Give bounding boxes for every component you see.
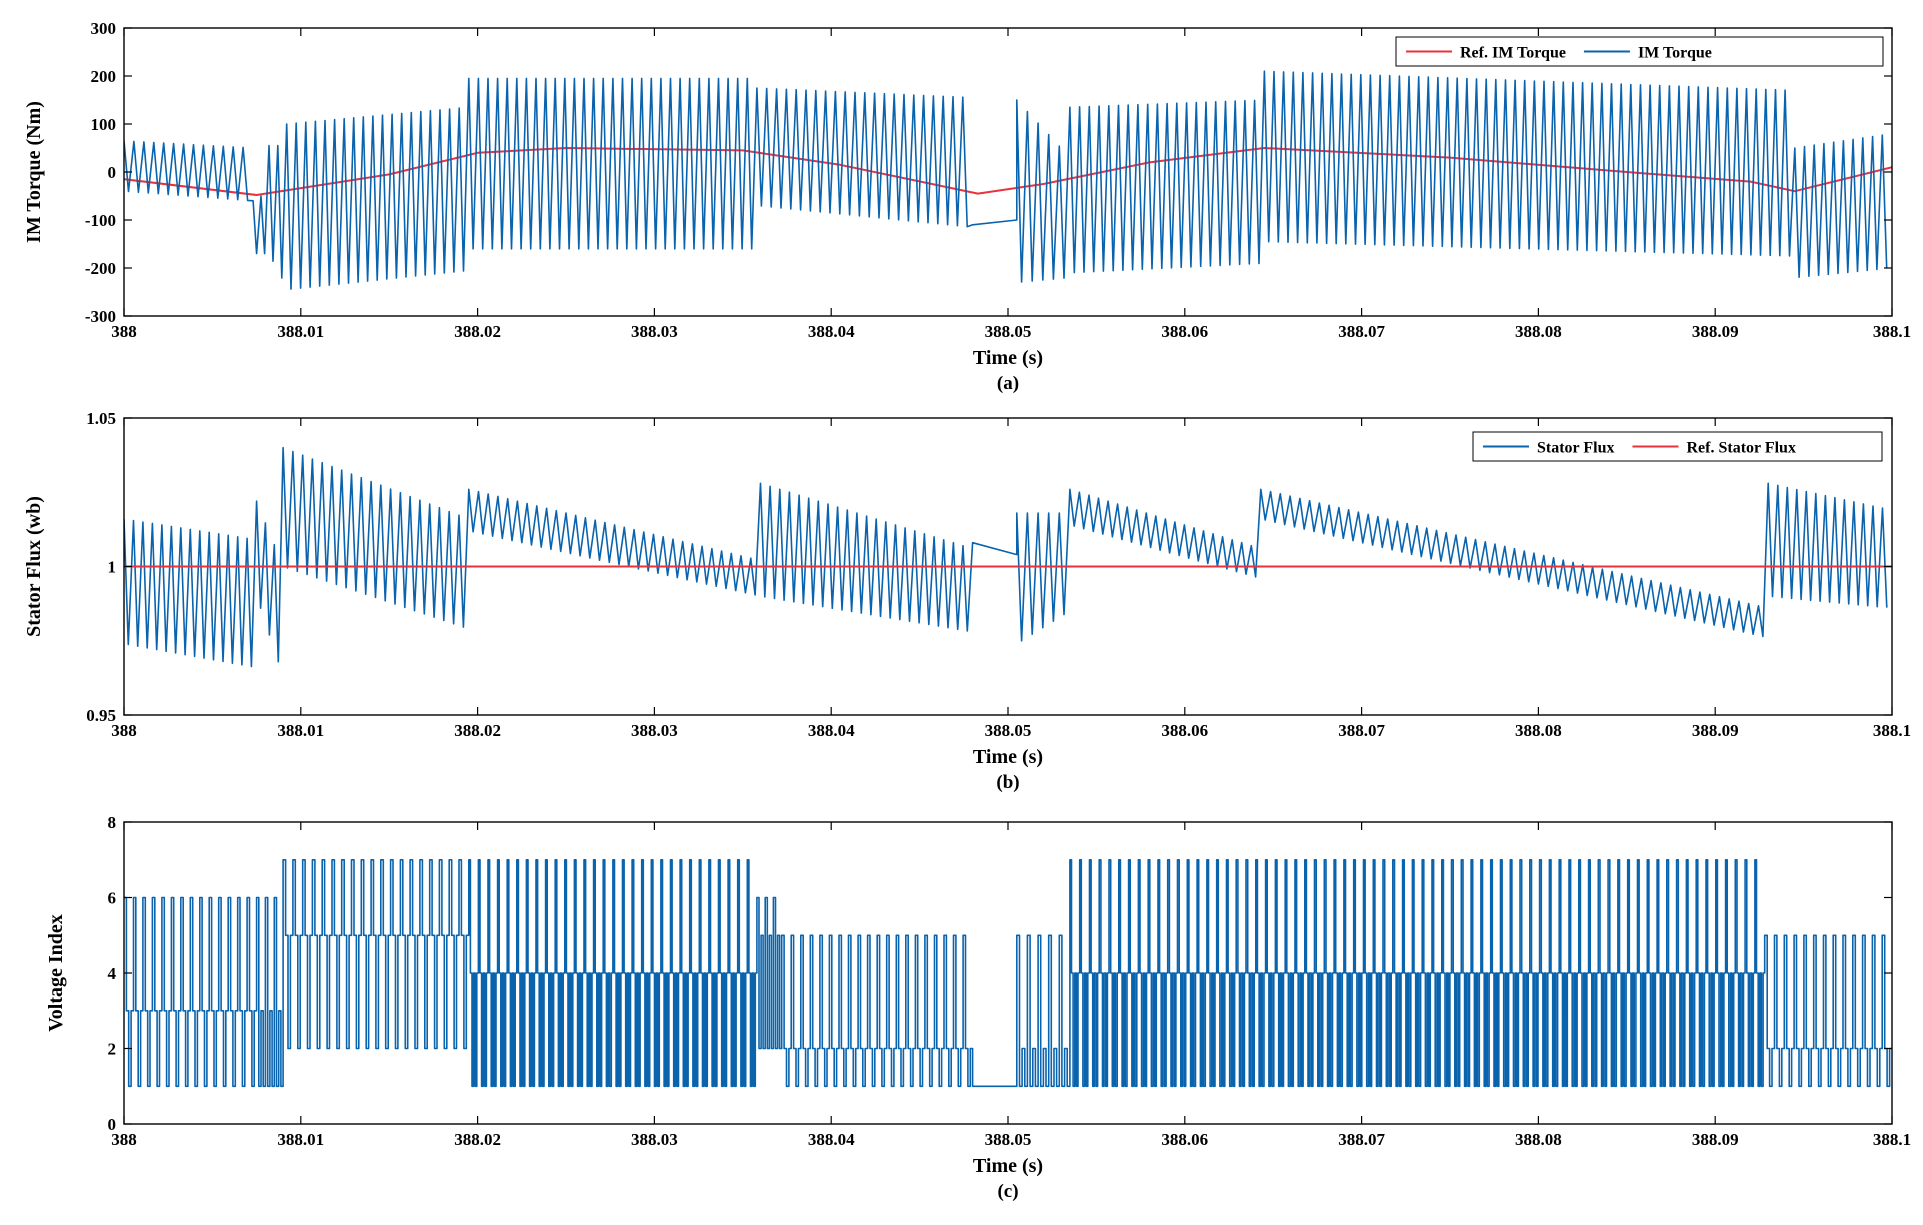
legend-box [1395, 36, 1884, 67]
y-tick-label: 1 [108, 558, 117, 577]
x-axis-label: Time (s) [973, 746, 1043, 768]
x-tick-label: 388.04 [808, 322, 855, 341]
y-axis-label: IM Torque (Nm) [23, 101, 45, 243]
series-a-ref-im-torque [124, 147, 1892, 196]
series-b-stator-flux [124, 446, 1888, 668]
y-tick-label: 1.05 [86, 409, 116, 428]
y-tick-label: -200 [85, 259, 116, 278]
plot-area-b [124, 446, 1892, 668]
y-tick-label: 4 [108, 964, 117, 983]
x-tick-label: 388 [111, 721, 137, 740]
legend-entry: IM Torque [1638, 45, 1712, 62]
x-tick-label: 388.09 [1692, 721, 1739, 740]
y-tick-label: 0 [108, 163, 117, 182]
chart-b: 388 388.01 388.02 388.03 388.04 388.05 388.06 3… [23, 409, 1911, 793]
series-a-im-torque [124, 70, 1888, 290]
y-axis-label: Stator Flux (wb) [23, 496, 45, 637]
x-tick-label: 388.04 [808, 1130, 855, 1149]
x-tick-label: 388.05 [985, 322, 1032, 341]
x-tick-label: 388.06 [1161, 1130, 1208, 1149]
y-tick-label: 0.95 [86, 706, 116, 725]
x-tick-label: 388.03 [631, 1130, 678, 1149]
x-tick-label: 388.07 [1338, 322, 1385, 341]
y-tick-label: 2 [108, 1040, 117, 1059]
y-tick-label: 200 [91, 67, 117, 86]
legend-entry: Stator Flux [1537, 440, 1614, 457]
x-tick-label: 388.09 [1692, 322, 1739, 341]
x-tick-label: 388.1 [1873, 322, 1911, 341]
x-tick-label: 388.01 [277, 721, 324, 740]
x-tick-label: 388 [111, 1130, 137, 1149]
y-tick-label: -300 [85, 307, 116, 326]
legend-entry: Ref. IM Torque [1460, 45, 1566, 62]
plot-area-c [124, 859, 1892, 1088]
x-tick-label: 388.01 [277, 322, 324, 341]
x-tick-label: 388.04 [808, 721, 855, 740]
x-tick-label: 388.1 [1873, 721, 1911, 740]
y-tick-label: 6 [108, 889, 117, 908]
series-c-voltage-index [124, 859, 1892, 1088]
x-tick-label: 388.05 [985, 721, 1032, 740]
chart-caption: (a) [997, 373, 1019, 394]
x-tick-label: 388.01 [277, 1130, 324, 1149]
chart-caption: (c) [997, 1181, 1018, 1202]
chart-a: 388 388.01 388.02 388.03 388.04 388.05 388.06 3… [23, 19, 1911, 394]
y-tick-label: 0 [108, 1115, 117, 1134]
x-tick-label: 388.05 [985, 1130, 1032, 1149]
chart-caption: (b) [996, 772, 1019, 793]
x-tick-label: 388.08 [1515, 1130, 1562, 1149]
x-tick-label: 388.02 [454, 1130, 501, 1149]
y-axis-label: Voltage Index [45, 914, 67, 1032]
legend-b: Stator Flux Ref. Stator Flux [1472, 431, 1883, 462]
x-tick-label: 388.08 [1515, 322, 1562, 341]
x-tick-label: 388.06 [1161, 322, 1208, 341]
y-tick-label: -100 [85, 211, 116, 230]
x-tick-label: 388.07 [1338, 1130, 1385, 1149]
x-tick-label: 388.02 [454, 322, 501, 341]
x-tick-label: 388.03 [631, 322, 678, 341]
x-tick-label: 388.1 [1873, 1130, 1911, 1149]
y-tick-label: 100 [91, 115, 117, 134]
x-axis-label: Time (s) [973, 1155, 1043, 1177]
y-tick-label: 300 [91, 19, 117, 38]
x-tick-label: 388 [111, 322, 137, 341]
x-axis-label: Time (s) [973, 347, 1043, 369]
x-tick-label: 388.08 [1515, 721, 1562, 740]
plot-area-a [124, 70, 1892, 290]
x-tick-label: 388.07 [1338, 721, 1385, 740]
chart-c: 388 388.01 388.02 388.03 388.04 388.05 388.06 3… [45, 813, 1911, 1202]
x-tick-label: 388.09 [1692, 1130, 1739, 1149]
legend-entry: Ref. Stator Flux [1686, 440, 1795, 457]
x-tick-label: 388.02 [454, 721, 501, 740]
y-tick-label: 8 [108, 813, 117, 832]
x-tick-label: 388.06 [1161, 721, 1208, 740]
legend-a: Ref. IM Torque IM Torque [1395, 36, 1884, 67]
x-tick-label: 388.03 [631, 721, 678, 740]
